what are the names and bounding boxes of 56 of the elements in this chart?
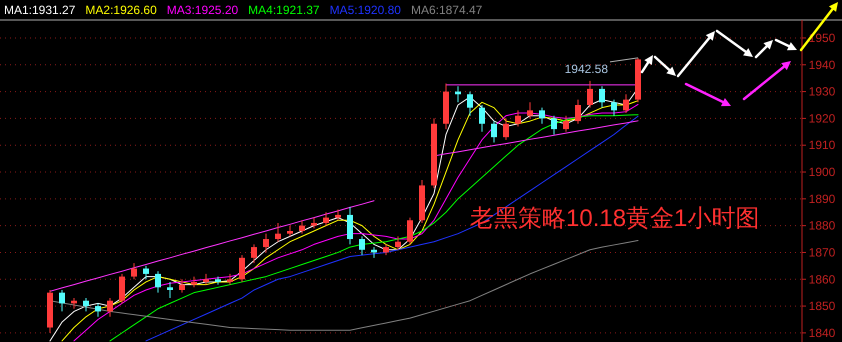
y-tick-label: 1840 bbox=[808, 326, 836, 340]
candlestick bbox=[515, 110, 521, 127]
candlestick bbox=[395, 236, 401, 250]
y-tick-label: 1880 bbox=[808, 218, 836, 233]
legend: MA1:1931.27 MA2:1926.60 MA3:1925.20 MA4:1921.37 MA5:1920.80 MA6:1874.47 bbox=[4, 3, 482, 17]
candlestick bbox=[107, 298, 113, 318]
y-tick-label: 1870 bbox=[808, 245, 836, 260]
y-tick-label: 1860 bbox=[808, 272, 836, 286]
y-tick-label: 1940 bbox=[808, 58, 836, 72]
candlestick bbox=[167, 281, 173, 299]
candlestick bbox=[203, 273, 209, 286]
candlestick bbox=[131, 262, 137, 280]
candlestick bbox=[227, 273, 233, 286]
candlestick bbox=[311, 217, 317, 229]
candlestick bbox=[491, 120, 497, 144]
candlestick bbox=[371, 246, 377, 258]
candlestick bbox=[623, 94, 629, 114]
candlestick bbox=[359, 236, 365, 256]
candlestick bbox=[539, 107, 545, 124]
candlestick bbox=[83, 298, 89, 312]
candlestick bbox=[275, 222, 281, 242]
candlestick bbox=[71, 298, 77, 310]
candlestick bbox=[323, 212, 329, 226]
candlestick bbox=[599, 86, 605, 108]
candlestick bbox=[299, 220, 305, 234]
candlestick bbox=[263, 233, 269, 253]
candlestick bbox=[191, 276, 197, 288]
candlestick bbox=[527, 102, 533, 119]
y-tick-label: 1930 bbox=[808, 84, 836, 99]
candlestick bbox=[503, 118, 509, 140]
candlestick bbox=[611, 99, 617, 116]
candlestick bbox=[407, 217, 413, 245]
candlestick bbox=[95, 302, 101, 318]
candlestick bbox=[179, 278, 185, 294]
candlestick bbox=[587, 80, 593, 108]
candlestick bbox=[59, 289, 65, 312]
candlestick bbox=[239, 254, 245, 282]
candlestick bbox=[335, 209, 341, 221]
y-tick-label: 1950 bbox=[808, 30, 836, 45]
candlestick bbox=[563, 115, 569, 132]
candlestick bbox=[575, 99, 581, 124]
annotation: 1942.58 bbox=[564, 62, 608, 76]
candlestick bbox=[251, 244, 257, 264]
y-tick-label: 1890 bbox=[808, 192, 836, 206]
candlestick bbox=[479, 104, 485, 132]
candlestick bbox=[455, 86, 461, 103]
y-tick-label: 1920 bbox=[808, 111, 836, 126]
y-tick-label: 1910 bbox=[808, 138, 836, 152]
candlestick bbox=[287, 225, 293, 237]
y-tick-label: 1850 bbox=[808, 299, 836, 314]
candlestick bbox=[467, 91, 473, 116]
candlestick bbox=[383, 244, 389, 256]
candlestick bbox=[155, 270, 161, 294]
candlestick bbox=[551, 115, 557, 135]
candlestick bbox=[143, 265, 149, 280]
y-tick-label: 1900 bbox=[808, 165, 836, 180]
